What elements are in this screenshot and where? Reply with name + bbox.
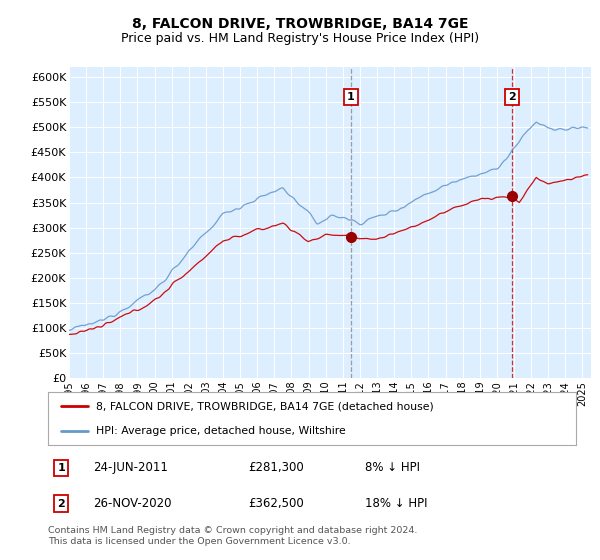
Text: Contains HM Land Registry data © Crown copyright and database right 2024.
This d: Contains HM Land Registry data © Crown c…: [48, 526, 418, 546]
Text: £281,300: £281,300: [248, 461, 304, 474]
Text: 8% ↓ HPI: 8% ↓ HPI: [365, 461, 420, 474]
Text: 2: 2: [58, 498, 65, 508]
Text: 1: 1: [58, 463, 65, 473]
Text: HPI: Average price, detached house, Wiltshire: HPI: Average price, detached house, Wilt…: [95, 426, 345, 436]
Text: 26-NOV-2020: 26-NOV-2020: [93, 497, 172, 510]
Text: 24-JUN-2011: 24-JUN-2011: [93, 461, 168, 474]
Text: 1: 1: [347, 92, 355, 102]
Text: 2: 2: [508, 92, 516, 102]
Text: Price paid vs. HM Land Registry's House Price Index (HPI): Price paid vs. HM Land Registry's House …: [121, 32, 479, 45]
Text: 8, FALCON DRIVE, TROWBRIDGE, BA14 7GE (detached house): 8, FALCON DRIVE, TROWBRIDGE, BA14 7GE (d…: [95, 402, 433, 412]
Text: £362,500: £362,500: [248, 497, 304, 510]
Text: 18% ↓ HPI: 18% ↓ HPI: [365, 497, 427, 510]
Text: 8, FALCON DRIVE, TROWBRIDGE, BA14 7GE: 8, FALCON DRIVE, TROWBRIDGE, BA14 7GE: [132, 17, 468, 31]
